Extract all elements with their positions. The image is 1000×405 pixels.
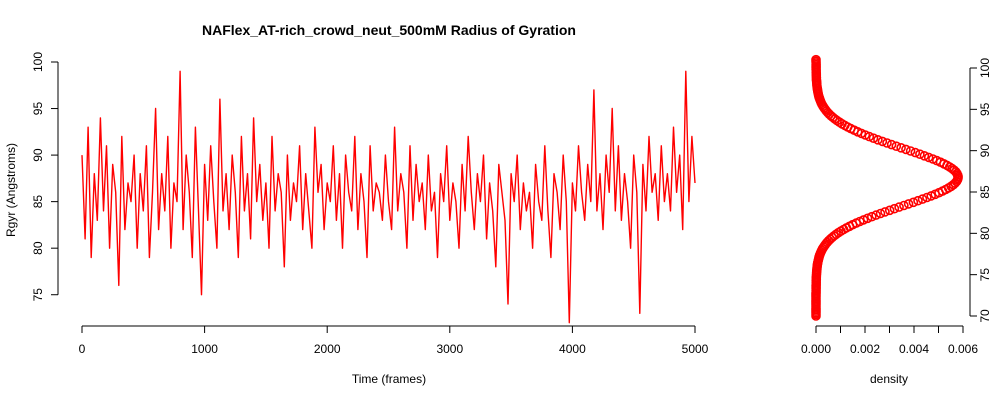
x-tick-label: 1000 (191, 342, 218, 356)
density-point (868, 133, 879, 143)
density-x-tick-label: 0.002 (850, 342, 880, 356)
chart-title: NAFlex_AT-rich_crowd_neut_500mM Radius o… (202, 22, 576, 38)
density-point (880, 207, 890, 217)
x-tick-label: 0 (79, 342, 86, 356)
x-tick-label: 4000 (559, 342, 586, 356)
y-tick-label: 90 (31, 148, 45, 162)
density-point (910, 147, 921, 158)
density-y-tick-label: 80 (978, 226, 992, 240)
density-x-axis-label: density (870, 372, 908, 386)
main-axes: 0 1000 2000 3000 4000 5000 75 80 85 90 95 100 (31, 52, 709, 356)
density-y-tick-label: 70 (978, 309, 992, 323)
density-point (913, 195, 923, 206)
density-axes: 0.000 0.002 0.004 0.006 70 75 80 85 90 95 100 (801, 58, 992, 356)
density-point (866, 211, 877, 222)
rgyr-line (81, 70, 696, 324)
density-point (882, 138, 892, 148)
density-point (862, 213, 873, 224)
density-point (919, 151, 930, 161)
density-point (889, 203, 900, 214)
density-point (875, 208, 886, 219)
y-tick-label: 75 (31, 288, 45, 302)
y-tick-label: 100 (31, 52, 45, 72)
density-point (871, 210, 881, 220)
x-tick-label: 5000 (682, 342, 709, 356)
density-point (899, 200, 909, 211)
x-axis-label: Time (frames) (352, 372, 426, 386)
density-point (894, 202, 904, 212)
density-x-tick-label: 0.006 (948, 342, 978, 356)
density-point (891, 141, 902, 151)
density-y-tick-label: 85 (978, 185, 992, 199)
density-point (886, 139, 897, 150)
density-y-tick-label: 90 (978, 144, 992, 158)
y-tick-label: 80 (31, 241, 45, 255)
density-point (928, 154, 938, 164)
x-tick-label: 2000 (314, 342, 341, 356)
density-point (896, 143, 906, 153)
density-x-tick-label: 0.000 (801, 342, 831, 356)
x-tick-label: 3000 (436, 342, 463, 356)
density-point (901, 144, 911, 155)
y-tick-label: 85 (31, 195, 45, 209)
density-point (903, 199, 914, 209)
density-y-tick-label: 95 (978, 102, 992, 116)
density-point (884, 205, 895, 216)
density-point (811, 54, 821, 65)
density-series (811, 54, 963, 321)
density-point (922, 192, 932, 203)
density-x-tick-label: 0.004 (899, 342, 929, 356)
rgyr-series (81, 70, 696, 324)
density-point (905, 146, 916, 156)
density-point (908, 197, 919, 208)
density-y-tick-label: 100 (978, 58, 992, 78)
y-axis-label: Rgyr (Angstroms) (4, 143, 18, 237)
y-tick-label: 95 (31, 102, 45, 116)
density-point (917, 194, 928, 204)
density-point (873, 135, 883, 145)
density-point (923, 152, 934, 163)
density-point (915, 149, 925, 159)
density-y-tick-label: 75 (978, 268, 992, 282)
density-point (877, 136, 888, 147)
